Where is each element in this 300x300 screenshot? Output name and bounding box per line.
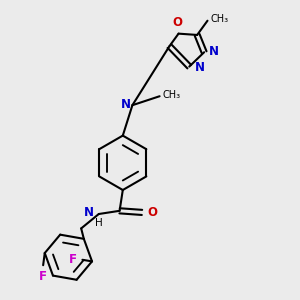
Text: F: F: [39, 270, 47, 283]
Text: N: N: [209, 45, 219, 58]
Text: CH₃: CH₃: [211, 14, 229, 24]
Text: H: H: [94, 218, 102, 228]
Text: O: O: [147, 206, 157, 219]
Text: CH₃: CH₃: [163, 90, 181, 100]
Text: O: O: [172, 16, 182, 29]
Text: N: N: [121, 98, 131, 111]
Text: F: F: [69, 253, 77, 266]
Text: N: N: [84, 206, 94, 219]
Text: N: N: [194, 61, 204, 74]
